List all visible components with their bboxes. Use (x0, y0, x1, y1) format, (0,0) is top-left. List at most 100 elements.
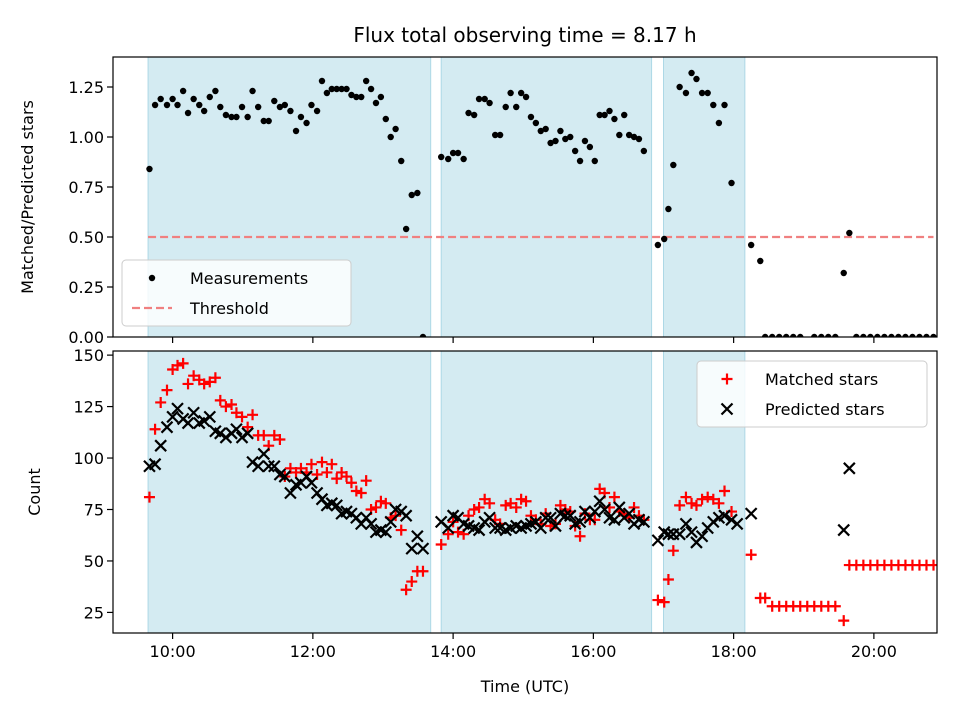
observing-interval-2 (663, 56, 746, 338)
x-tick-label: 12:00 (290, 642, 336, 661)
data-point (719, 485, 731, 497)
data-point (308, 101, 315, 109)
data-point (321, 466, 333, 478)
data-point (693, 75, 700, 83)
data-point (481, 95, 488, 103)
data-point (405, 542, 419, 555)
y-tick-label: 0.00 (68, 328, 104, 347)
data-point (542, 125, 549, 133)
observing-interval-1 (440, 56, 653, 338)
data-point (588, 505, 602, 518)
data-point (387, 133, 394, 141)
data-point (318, 77, 326, 85)
data-point (406, 576, 418, 588)
data-point (370, 501, 382, 513)
data-point (586, 143, 594, 151)
data-point (473, 501, 485, 513)
data-point (276, 103, 284, 111)
data-point (557, 127, 564, 135)
data-point (230, 407, 242, 419)
data-point (811, 333, 818, 337)
data-point (769, 333, 776, 337)
data-point (465, 109, 472, 117)
data-point (853, 333, 860, 337)
y-tick-label: 0.50 (68, 228, 104, 247)
data-point (520, 495, 532, 507)
data-point (348, 91, 355, 99)
data-point (710, 101, 717, 109)
y-tick-label: 75 (84, 500, 104, 519)
data-point (895, 333, 902, 337)
data-point (640, 147, 648, 155)
data-point (160, 420, 174, 434)
y-tick-label: 1.00 (68, 128, 104, 147)
data-point (730, 517, 744, 531)
data-point (157, 95, 164, 103)
data-point (367, 85, 375, 93)
data-point (608, 513, 621, 527)
data-point (260, 117, 267, 125)
data-point (297, 113, 305, 121)
data-point (380, 497, 392, 509)
data-point (670, 161, 677, 169)
data-point (927, 559, 937, 571)
data-point (676, 83, 683, 91)
bottom-panel: 25 50 75 100 125 150 10:00 12:00 14:00 16:00 18:00… (25, 346, 938, 661)
data-point (166, 410, 179, 424)
data-point (214, 394, 226, 406)
data-point (171, 402, 184, 415)
data-point (364, 517, 378, 531)
data-point (837, 523, 851, 537)
data-point (721, 101, 728, 109)
data-point (686, 497, 698, 509)
data-point (761, 333, 769, 337)
data-point (204, 376, 216, 388)
y-tick-label: 150 (73, 346, 104, 365)
data-point (341, 471, 353, 483)
data-point (236, 411, 248, 423)
data-point (679, 517, 693, 531)
data-point (379, 525, 393, 539)
data-point (244, 113, 251, 121)
data-point (713, 497, 725, 509)
chart-title: Flux total observing time = 8.17 h (353, 23, 696, 47)
x-tick-label: 18:00 (711, 642, 757, 661)
data-point (274, 434, 286, 446)
data-point (472, 523, 486, 537)
x-tick-label: 16:00 (570, 642, 616, 661)
data-point (265, 117, 272, 125)
data-point (502, 103, 509, 111)
data-point (685, 525, 698, 539)
data-point (414, 189, 421, 197)
data-point (161, 384, 173, 396)
data-point (783, 333, 790, 337)
top-panel: 0.00 0.25 0.50 0.75 1.00 1.25 Matched/Predicte… (18, 56, 938, 347)
data-point (698, 89, 706, 97)
data-point (437, 153, 445, 161)
legend: Matched stars Predicted stars (696, 360, 928, 428)
legend-box (121, 259, 352, 327)
data-point (567, 133, 574, 141)
data-point (411, 529, 424, 543)
data-point (832, 333, 839, 337)
plot-area (146, 69, 937, 337)
data-point (163, 101, 171, 109)
data-point (658, 596, 670, 608)
legend: Measurements Threshold (121, 259, 352, 327)
series-measurements (146, 69, 937, 337)
data-point (209, 372, 221, 384)
legend-box (696, 360, 928, 428)
data-point (818, 333, 825, 337)
data-point (238, 103, 246, 111)
data-point (187, 406, 200, 420)
legend-marker (148, 274, 156, 282)
data-point (532, 119, 540, 127)
data-point (682, 89, 690, 97)
data-point (345, 477, 357, 489)
data-point (923, 333, 930, 337)
data-point (398, 157, 405, 165)
data-point (182, 378, 194, 390)
data-point (331, 473, 343, 485)
data-point (613, 501, 626, 514)
